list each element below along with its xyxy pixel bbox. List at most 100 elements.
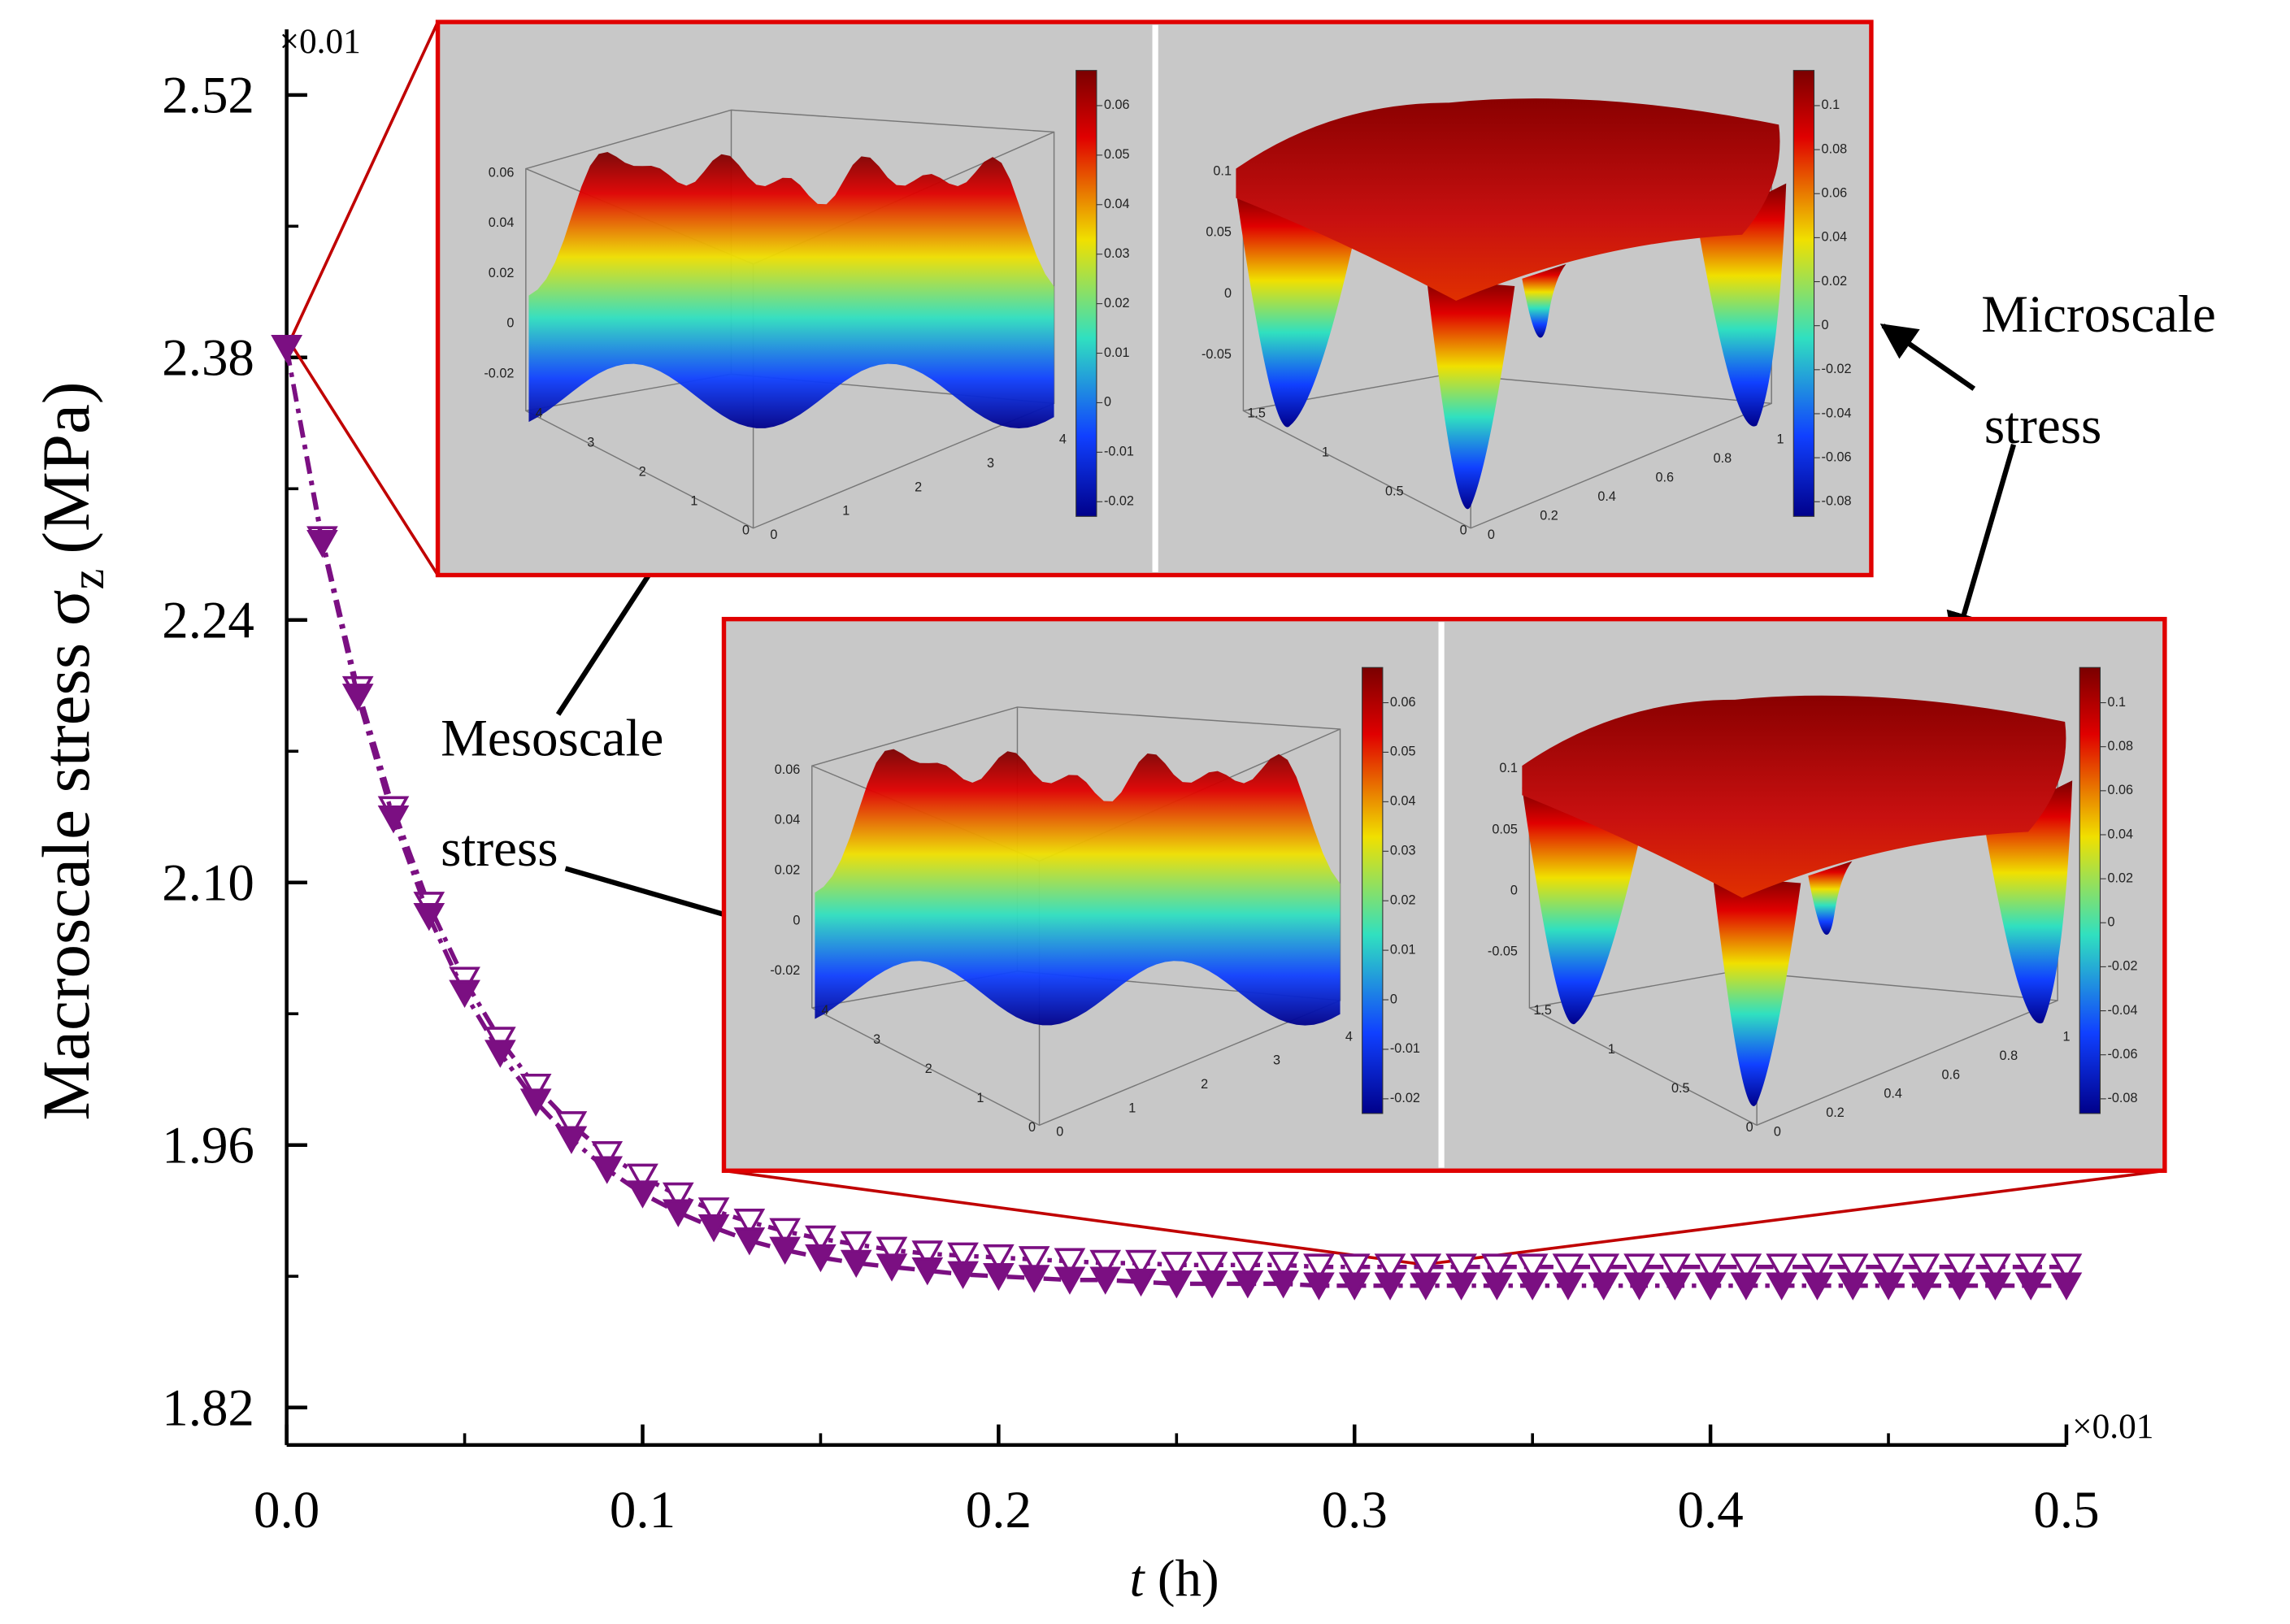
x-tick-label-3d: 0 (1028, 1120, 1036, 1135)
surface (815, 749, 1341, 1026)
marker (769, 1218, 801, 1246)
colorbar-tick-label: -0.02 (1104, 494, 1134, 509)
surface-panel: 0.06 0.05 0.04 0.03 0.02 0.01 0 -0.01 -0.02 0.06 0… (770, 667, 1420, 1140)
inset: 0.06 0.05 0.04 0.03 0.02 0.01 0 -0.01 -0.02 0.06 0… (435, 20, 1874, 578)
y-tick-label-3d: 0.2 (1826, 1105, 1845, 1120)
surface-panel: 0.06 0.05 0.04 0.03 0.02 0.01 0 -0.01 -0.02 0.06 0… (484, 70, 1134, 542)
marker (983, 1262, 1015, 1292)
colorbar-tick-label: 0.04 (1390, 794, 1416, 809)
marker (1125, 1249, 1157, 1279)
colorbar-tick-label: -0.02 (2108, 959, 2138, 974)
surface-leg (1808, 861, 1853, 936)
y-axis-label: Macroscale stress σz (MPa) (28, 382, 114, 1121)
marker (1267, 1270, 1299, 1299)
x-tick-label-3d: 1 (1608, 1042, 1615, 1057)
marker (627, 1180, 658, 1209)
marker (1303, 1253, 1335, 1282)
colorbar-tick-label: -0.01 (1104, 445, 1134, 459)
marker (733, 1209, 766, 1237)
x-tick-label: 0.2 (966, 1481, 1032, 1539)
marker (911, 1240, 944, 1269)
marker (1694, 1272, 1727, 1301)
colorbar-tick-label: 0.03 (1104, 246, 1130, 261)
marker (1160, 1270, 1193, 1299)
y-tick-label-3d: 0 (1056, 1125, 1063, 1140)
marker (1232, 1270, 1264, 1299)
z-tick-label: 0.05 (1206, 225, 1232, 240)
x-tick-label-3d: 1.5 (1533, 1003, 1552, 1018)
marker (1374, 1253, 1406, 1282)
marker (1766, 1253, 1798, 1282)
marker (1516, 1253, 1549, 1282)
x-tick-label-3d: 0.5 (1385, 484, 1404, 499)
inset: 0.060.050.040.030.020.010-0.01-0.020.060… (721, 616, 2167, 1173)
marker (1658, 1253, 1691, 1282)
colorbar-tick-label: 0.06 (1822, 186, 1848, 201)
colorbar-tick-label: 0 (2108, 915, 2115, 930)
marker (1481, 1253, 1513, 1282)
surface-leg (1427, 278, 1515, 510)
marker (2050, 1272, 2083, 1301)
colorbar-tick-label: 0.06 (2108, 783, 2134, 797)
colorbar-tick-label: 0.1 (1822, 98, 1840, 112)
marker (1623, 1253, 1655, 1282)
marker (1588, 1253, 1620, 1282)
annotation: stress (1984, 397, 2101, 455)
colorbar (2079, 667, 2101, 1114)
y-tick-label-3d: 4 (1345, 1029, 1353, 1044)
marker (271, 335, 302, 363)
axes (285, 29, 2069, 1448)
surface-leg (1697, 183, 1787, 427)
z-tick-label: -0.02 (484, 367, 514, 381)
y-tick-label-3d: 0.8 (2000, 1049, 2018, 1063)
y-tick-label-3d: 0.8 (1714, 451, 1732, 466)
surface-panel: 0.1 0.08 0.06 0.04 0.02 0 -0.02 -0.04 -0.06 -0.08… (1488, 667, 2138, 1140)
marker (1018, 1246, 1050, 1274)
marker (1338, 1272, 1371, 1301)
z-tick-label: 0 (1510, 883, 1518, 897)
marker (1054, 1248, 1086, 1276)
surface-leg (1236, 190, 1354, 428)
y-tick-label-3d: 1 (1776, 432, 1784, 447)
colorbar-tick-label: -0.06 (1822, 449, 1852, 464)
marker (1766, 1272, 1798, 1301)
marker (1944, 1272, 1975, 1301)
series-line (284, 347, 2066, 1288)
marker (1196, 1252, 1228, 1280)
x-axis-label: t (h) (1130, 1550, 1219, 1609)
colorbar-tick-label: 0.01 (1104, 345, 1130, 360)
marker (733, 1227, 766, 1256)
marker (697, 1214, 730, 1243)
x-tick-label-3d: 1.5 (1247, 406, 1266, 420)
marker (1196, 1270, 1228, 1299)
surface-leg (1522, 263, 1566, 338)
colorbar-tick-label: 0.02 (1104, 296, 1130, 310)
annotation: Mesoscale (441, 710, 663, 768)
y-tick-label-3d: 0 (770, 528, 777, 542)
marker (1445, 1253, 1477, 1282)
marker (947, 1261, 979, 1289)
x-tick-label-3d: 1 (690, 494, 697, 509)
x-tick-label-3d: 3 (587, 435, 594, 449)
colorbar-tick-label: -0.08 (1822, 494, 1852, 509)
x-tick-label-3d: 4 (536, 406, 543, 420)
marker (377, 805, 410, 834)
marker (2014, 1253, 2047, 1282)
marker (306, 529, 338, 558)
colorbar-tick-label: 0.06 (1104, 98, 1130, 112)
y-tick-label-3d: 2 (1201, 1077, 1208, 1092)
surface-plateau (1236, 98, 1780, 301)
marker (1658, 1272, 1691, 1301)
z-tick-label: 0.06 (489, 165, 515, 180)
z-tick-label: 0.04 (489, 215, 515, 230)
marker (1552, 1272, 1584, 1301)
marker (1054, 1266, 1086, 1295)
z-tick-label: 0 (793, 913, 800, 927)
x-tick-label-3d: 3 (873, 1032, 880, 1047)
colorbar-tick-label: 0.04 (2108, 827, 2134, 841)
colorbar (1075, 70, 1097, 517)
y-tick-label-3d: 0.4 (1597, 489, 1616, 504)
z-tick-label: 0.1 (1499, 761, 1518, 775)
marker (627, 1163, 658, 1192)
